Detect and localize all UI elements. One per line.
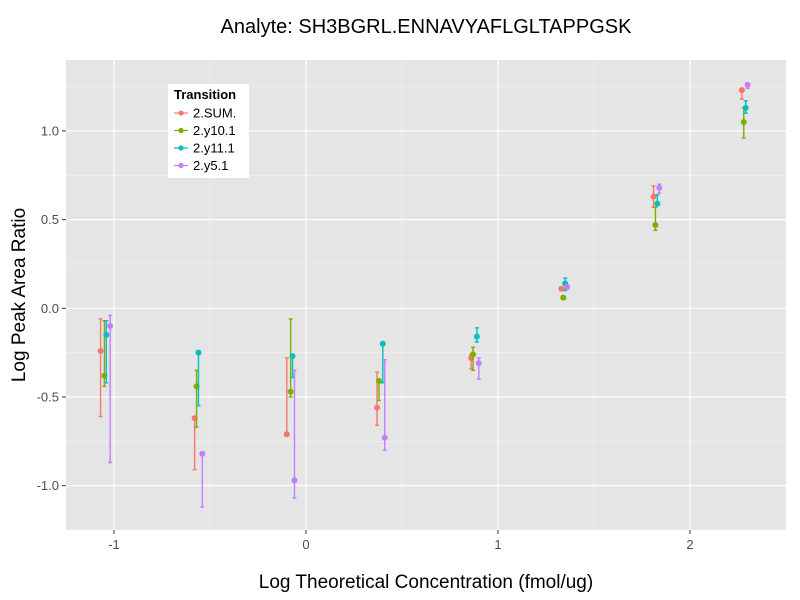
data-point xyxy=(289,353,296,360)
data-point xyxy=(744,81,751,88)
x-tick-labels: -1 0 1 2 xyxy=(108,537,693,552)
data-point xyxy=(291,477,298,484)
legend-key xyxy=(173,157,189,174)
data-point xyxy=(560,294,567,301)
legend-key xyxy=(173,122,189,139)
x-tick-label: -1 xyxy=(108,537,120,552)
data-point xyxy=(475,360,482,367)
data-point xyxy=(379,340,386,347)
y-tick-label: 1.0 xyxy=(41,123,59,138)
y-tick-label: -1.0 xyxy=(37,478,59,493)
data-point xyxy=(107,323,114,330)
data-point xyxy=(283,431,290,438)
x-tick-label: 2 xyxy=(686,537,693,552)
legend-key xyxy=(173,105,189,121)
legend-key xyxy=(173,140,189,156)
data-point xyxy=(287,388,294,395)
data-point xyxy=(103,331,110,338)
data-point xyxy=(381,434,388,441)
data-point xyxy=(97,347,104,354)
error-bar xyxy=(98,318,103,418)
y-tick-labels: -1.0 -0.5 0.0 0.5 1.0 xyxy=(37,123,59,493)
data-point xyxy=(195,349,202,356)
data-point xyxy=(656,184,663,191)
y-tick-label: 0.5 xyxy=(41,212,59,227)
data-point xyxy=(558,285,565,292)
data-point xyxy=(652,221,659,228)
data-point xyxy=(470,351,477,358)
series-2-y11-1 xyxy=(103,100,749,407)
series-2-y5-1 xyxy=(107,81,751,508)
data-point xyxy=(375,378,382,385)
legend-label: 2.SUM. xyxy=(193,106,236,121)
error-bar xyxy=(292,369,297,499)
y-axis-title: Log Peak Area Ratio xyxy=(9,208,30,382)
data-point xyxy=(650,193,657,200)
legend-label: 2.y10.1 xyxy=(193,123,236,138)
error-bar xyxy=(104,320,109,384)
x-tick-label: 0 xyxy=(302,537,309,552)
data-point xyxy=(742,104,749,111)
axis-ticks xyxy=(62,130,691,534)
data-point xyxy=(564,284,571,291)
data-marks xyxy=(97,81,751,508)
x-tick-label: 1 xyxy=(494,537,501,552)
legend-label: 2.y11.1 xyxy=(193,141,235,156)
y-tick-label: 0.0 xyxy=(41,301,59,316)
data-point xyxy=(199,450,206,457)
y-tick-label: -0.5 xyxy=(37,389,59,404)
data-point xyxy=(740,119,747,126)
data-point xyxy=(738,87,745,94)
legend-title: Transition xyxy=(174,87,236,102)
data-point xyxy=(374,404,381,411)
legend-label: 2.y5.1 xyxy=(193,158,228,173)
legend: Transition 2.SUM. 2.y10.1 2.y11.1 2.y5.1 xyxy=(168,84,249,178)
error-bar xyxy=(471,346,476,372)
error-bar xyxy=(108,314,113,464)
data-point xyxy=(654,200,661,207)
x-axis-title: Log Theoretical Concentration (fmol/ug) xyxy=(259,572,593,593)
chart-title: Analyte: SH3BGRL.ENNAVYAFLGLTAPPGSK xyxy=(221,16,633,38)
data-point xyxy=(473,333,480,340)
